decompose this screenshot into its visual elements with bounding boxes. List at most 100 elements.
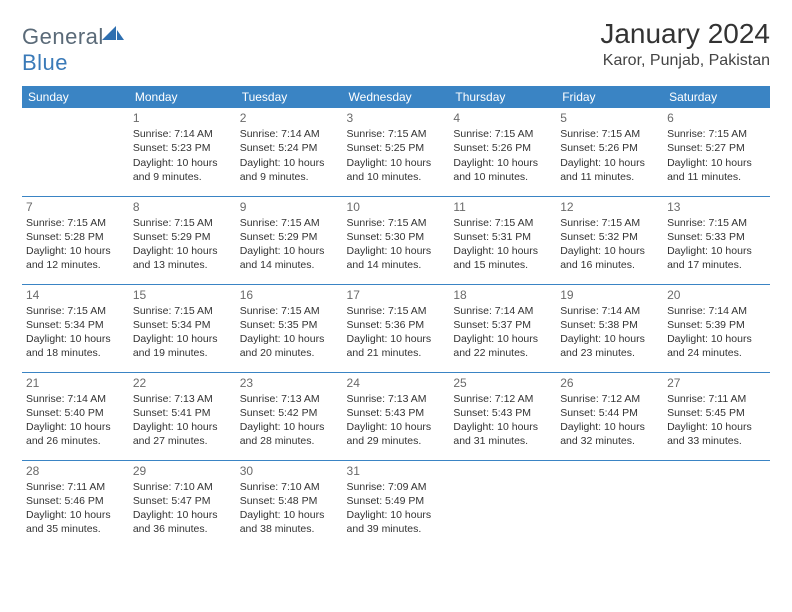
day-number: 5	[560, 110, 659, 126]
day-header: Friday	[556, 86, 663, 108]
daylight-line: Daylight: 10 hours and 31 minutes.	[453, 420, 552, 448]
sunset-line: Sunset: 5:34 PM	[26, 318, 125, 332]
brand-name-b: Blue	[22, 50, 68, 75]
calendar-day-cell: 24Sunrise: 7:13 AMSunset: 5:43 PMDayligh…	[343, 372, 450, 460]
calendar-day-cell	[449, 460, 556, 548]
calendar-table: SundayMondayTuesdayWednesdayThursdayFrid…	[22, 86, 770, 548]
brand-logo: GeneralBlue	[22, 18, 124, 76]
daylight-line: Daylight: 10 hours and 17 minutes.	[667, 244, 766, 272]
sunset-line: Sunset: 5:49 PM	[347, 494, 446, 508]
calendar-day-cell: 31Sunrise: 7:09 AMSunset: 5:49 PMDayligh…	[343, 460, 450, 548]
daylight-line: Daylight: 10 hours and 38 minutes.	[240, 508, 339, 536]
day-number: 6	[667, 110, 766, 126]
daylight-line: Daylight: 10 hours and 19 minutes.	[133, 332, 232, 360]
daylight-line: Daylight: 10 hours and 9 minutes.	[133, 156, 232, 184]
calendar-day-cell: 12Sunrise: 7:15 AMSunset: 5:32 PMDayligh…	[556, 196, 663, 284]
sunrise-line: Sunrise: 7:13 AM	[133, 392, 232, 406]
daylight-line: Daylight: 10 hours and 11 minutes.	[667, 156, 766, 184]
day-number: 19	[560, 287, 659, 303]
sunset-line: Sunset: 5:29 PM	[240, 230, 339, 244]
sunset-line: Sunset: 5:42 PM	[240, 406, 339, 420]
calendar-day-cell	[556, 460, 663, 548]
day-number: 16	[240, 287, 339, 303]
sunrise-line: Sunrise: 7:14 AM	[453, 304, 552, 318]
sunrise-line: Sunrise: 7:15 AM	[347, 216, 446, 230]
calendar-day-cell: 21Sunrise: 7:14 AMSunset: 5:40 PMDayligh…	[22, 372, 129, 460]
sunset-line: Sunset: 5:29 PM	[133, 230, 232, 244]
calendar-week-row: 7Sunrise: 7:15 AMSunset: 5:28 PMDaylight…	[22, 196, 770, 284]
day-number: 24	[347, 375, 446, 391]
sunset-line: Sunset: 5:27 PM	[667, 141, 766, 155]
day-number: 8	[133, 199, 232, 215]
daylight-line: Daylight: 10 hours and 20 minutes.	[240, 332, 339, 360]
sunrise-line: Sunrise: 7:15 AM	[240, 304, 339, 318]
calendar-day-cell: 10Sunrise: 7:15 AMSunset: 5:30 PMDayligh…	[343, 196, 450, 284]
sunrise-line: Sunrise: 7:12 AM	[560, 392, 659, 406]
day-header: Tuesday	[236, 86, 343, 108]
calendar-day-cell: 4Sunrise: 7:15 AMSunset: 5:26 PMDaylight…	[449, 108, 556, 196]
calendar-header-row: SundayMondayTuesdayWednesdayThursdayFrid…	[22, 86, 770, 108]
day-number: 30	[240, 463, 339, 479]
sunrise-line: Sunrise: 7:15 AM	[26, 216, 125, 230]
calendar-day-cell: 15Sunrise: 7:15 AMSunset: 5:34 PMDayligh…	[129, 284, 236, 372]
calendar-day-cell: 11Sunrise: 7:15 AMSunset: 5:31 PMDayligh…	[449, 196, 556, 284]
day-number: 20	[667, 287, 766, 303]
sunset-line: Sunset: 5:40 PM	[26, 406, 125, 420]
month-title: January 2024	[600, 18, 770, 50]
sunset-line: Sunset: 5:47 PM	[133, 494, 232, 508]
sunset-line: Sunset: 5:30 PM	[347, 230, 446, 244]
sunrise-line: Sunrise: 7:10 AM	[133, 480, 232, 494]
sunset-line: Sunset: 5:45 PM	[667, 406, 766, 420]
sunrise-line: Sunrise: 7:15 AM	[347, 304, 446, 318]
calendar-day-cell: 28Sunrise: 7:11 AMSunset: 5:46 PMDayligh…	[22, 460, 129, 548]
sunrise-line: Sunrise: 7:13 AM	[347, 392, 446, 406]
sunrise-line: Sunrise: 7:15 AM	[667, 127, 766, 141]
daylight-line: Daylight: 10 hours and 22 minutes.	[453, 332, 552, 360]
calendar-day-cell: 5Sunrise: 7:15 AMSunset: 5:26 PMDaylight…	[556, 108, 663, 196]
daylight-line: Daylight: 10 hours and 28 minutes.	[240, 420, 339, 448]
daylight-line: Daylight: 10 hours and 39 minutes.	[347, 508, 446, 536]
sunrise-line: Sunrise: 7:11 AM	[667, 392, 766, 406]
calendar-week-row: 14Sunrise: 7:15 AMSunset: 5:34 PMDayligh…	[22, 284, 770, 372]
calendar-week-row: 28Sunrise: 7:11 AMSunset: 5:46 PMDayligh…	[22, 460, 770, 548]
day-number: 18	[453, 287, 552, 303]
calendar-day-cell: 20Sunrise: 7:14 AMSunset: 5:39 PMDayligh…	[663, 284, 770, 372]
day-number: 27	[667, 375, 766, 391]
day-header: Saturday	[663, 86, 770, 108]
daylight-line: Daylight: 10 hours and 13 minutes.	[133, 244, 232, 272]
sunset-line: Sunset: 5:32 PM	[560, 230, 659, 244]
calendar-day-cell: 22Sunrise: 7:13 AMSunset: 5:41 PMDayligh…	[129, 372, 236, 460]
sunset-line: Sunset: 5:43 PM	[453, 406, 552, 420]
calendar-day-cell	[663, 460, 770, 548]
sunrise-line: Sunrise: 7:15 AM	[26, 304, 125, 318]
day-number: 15	[133, 287, 232, 303]
calendar-day-cell	[22, 108, 129, 196]
daylight-line: Daylight: 10 hours and 24 minutes.	[667, 332, 766, 360]
calendar-day-cell: 26Sunrise: 7:12 AMSunset: 5:44 PMDayligh…	[556, 372, 663, 460]
calendar-day-cell: 14Sunrise: 7:15 AMSunset: 5:34 PMDayligh…	[22, 284, 129, 372]
sunset-line: Sunset: 5:43 PM	[347, 406, 446, 420]
day-number: 23	[240, 375, 339, 391]
calendar-day-cell: 6Sunrise: 7:15 AMSunset: 5:27 PMDaylight…	[663, 108, 770, 196]
sunset-line: Sunset: 5:24 PM	[240, 141, 339, 155]
header: GeneralBlue January 2024 Karor, Punjab, …	[22, 18, 770, 76]
daylight-line: Daylight: 10 hours and 26 minutes.	[26, 420, 125, 448]
sunset-line: Sunset: 5:37 PM	[453, 318, 552, 332]
sunrise-line: Sunrise: 7:14 AM	[133, 127, 232, 141]
sunset-line: Sunset: 5:34 PM	[133, 318, 232, 332]
sunrise-line: Sunrise: 7:14 AM	[667, 304, 766, 318]
daylight-line: Daylight: 10 hours and 18 minutes.	[26, 332, 125, 360]
calendar-day-cell: 18Sunrise: 7:14 AMSunset: 5:37 PMDayligh…	[449, 284, 556, 372]
calendar-day-cell: 3Sunrise: 7:15 AMSunset: 5:25 PMDaylight…	[343, 108, 450, 196]
calendar-day-cell: 17Sunrise: 7:15 AMSunset: 5:36 PMDayligh…	[343, 284, 450, 372]
calendar-day-cell: 13Sunrise: 7:15 AMSunset: 5:33 PMDayligh…	[663, 196, 770, 284]
calendar-day-cell: 1Sunrise: 7:14 AMSunset: 5:23 PMDaylight…	[129, 108, 236, 196]
sunset-line: Sunset: 5:38 PM	[560, 318, 659, 332]
sunset-line: Sunset: 5:33 PM	[667, 230, 766, 244]
sunset-line: Sunset: 5:46 PM	[26, 494, 125, 508]
day-header: Monday	[129, 86, 236, 108]
calendar-day-cell: 19Sunrise: 7:14 AMSunset: 5:38 PMDayligh…	[556, 284, 663, 372]
sunset-line: Sunset: 5:48 PM	[240, 494, 339, 508]
day-number: 13	[667, 199, 766, 215]
calendar-body: 1Sunrise: 7:14 AMSunset: 5:23 PMDaylight…	[22, 108, 770, 548]
